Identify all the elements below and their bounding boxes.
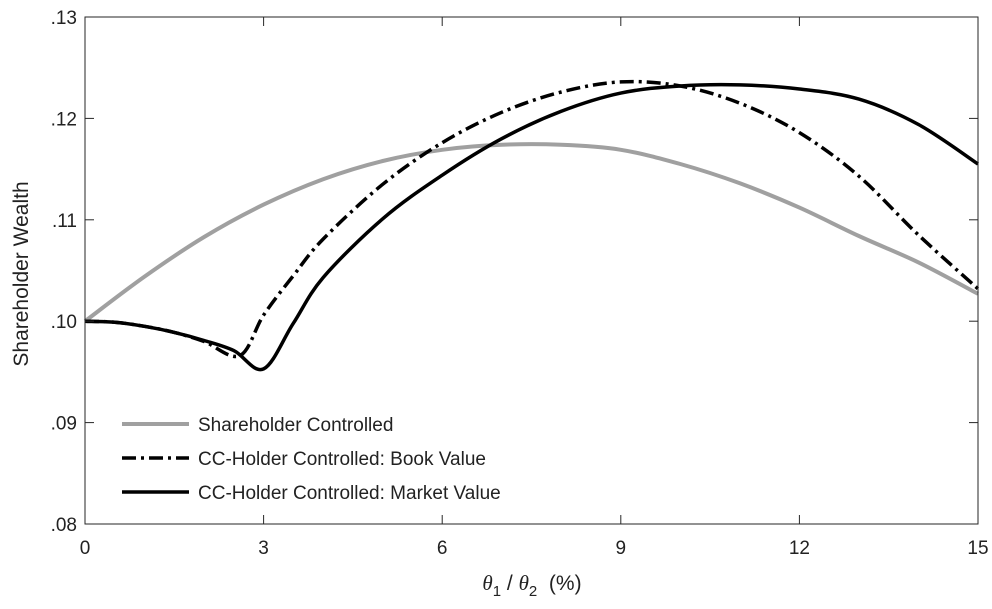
series-line-2	[84, 79, 980, 359]
series-line-1	[83, 142, 979, 323]
y-tick-label: .08	[51, 515, 77, 536]
y-tick-label: .11	[52, 211, 77, 232]
y-tick-label: .10	[51, 312, 77, 333]
x-axis-label: θ1 / θ2 (%)	[482, 571, 581, 600]
x-tick-label: 12	[789, 538, 810, 559]
legend-label-1: Shareholder Controlled	[198, 415, 393, 436]
plot-area	[84, 16, 979, 525]
y-axis-label: Shareholder Wealth	[10, 181, 33, 366]
legend-label-2: CC-Holder Controlled: Book Value	[198, 449, 486, 470]
series-line-3	[84, 82, 979, 372]
x-tick-label: 3	[258, 538, 269, 559]
x-tick-label: 9	[616, 538, 627, 559]
x-tick-label: 6	[437, 538, 448, 559]
legend-label-3: CC-Holder Controlled: Market Value	[198, 483, 501, 504]
y-tick-label: .13	[51, 8, 77, 29]
y-tick-label: .12	[51, 109, 77, 130]
y-tick-label: .09	[51, 414, 77, 435]
x-tick-label: 15	[967, 538, 988, 559]
x-tick-label: 0	[80, 538, 91, 559]
